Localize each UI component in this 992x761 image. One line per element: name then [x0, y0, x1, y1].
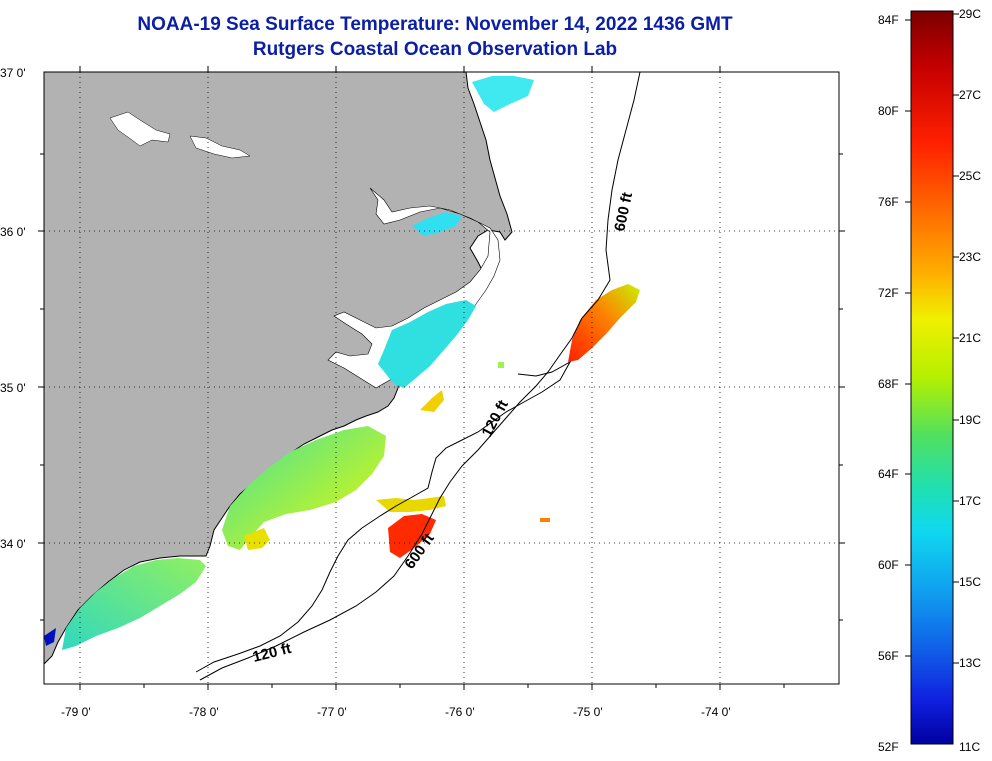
lon-label-78: -78 0'	[189, 705, 219, 719]
graticule	[44, 72, 839, 684]
colorbar-f-72: 72F	[878, 286, 899, 300]
contour-120ft	[195, 360, 572, 673]
pamlico-sound	[327, 187, 501, 389]
sst-patch-yellow-north	[420, 390, 444, 412]
colorbar-f-64: 64F	[878, 467, 899, 481]
colorbar-f-56: 56F	[878, 649, 899, 663]
lon-label-74: -74 0'	[701, 705, 731, 719]
sst-patch-yellow-shelf	[244, 528, 270, 550]
colorbar-c-17: 17C	[959, 494, 981, 508]
sst-patch-capelookout	[388, 514, 436, 558]
sst-dark-blue-edge	[44, 628, 56, 646]
map-ticks	[38, 66, 845, 690]
lat-label-37: 37 0'	[0, 66, 26, 80]
albemarle-sound	[109, 111, 171, 147]
lon-label-77: -77 0'	[317, 705, 347, 719]
inland-water	[189, 135, 251, 159]
colorbar	[910, 10, 954, 745]
sst-patch-sound	[378, 300, 476, 388]
lon-label-79: -79 0'	[61, 705, 91, 719]
colorbar-c-21: 21C	[959, 331, 981, 345]
map-subtitle: Rutgers Coastal Ocean Observation Lab	[252, 39, 618, 60]
sst-patch-north-sound	[412, 212, 462, 236]
lat-label-36: 36 0'	[0, 225, 26, 239]
colorbar-c-29: 29C	[959, 7, 981, 21]
colorbar-f-80: 80F	[878, 104, 899, 118]
map-title: NOAA-19 Sea Surface Temperature: Novembe…	[137, 14, 733, 35]
colorbar-c-15: 15C	[959, 575, 981, 589]
colorbar-c-19: 19C	[959, 413, 981, 427]
colorbar-f-52: 52F	[878, 740, 899, 754]
sst-patch-longbay	[62, 558, 206, 650]
colorbar-c-27: 27C	[959, 88, 981, 102]
lat-label-35: 35 0'	[0, 381, 26, 395]
sst-dot-green	[498, 362, 504, 368]
colorbar-c-25: 25C	[959, 169, 981, 183]
map-frame	[43, 71, 840, 685]
sst-patch-hatteras	[568, 284, 640, 362]
colorbar-f-60: 60F	[878, 558, 899, 572]
colorbar-c-13: 13C	[959, 656, 981, 670]
colorbar-f-68: 68F	[878, 377, 899, 391]
colorbar-c-23: 23C	[959, 250, 981, 264]
sst-dot-small	[540, 518, 550, 522]
colorbar-c-11: 11C	[959, 740, 980, 754]
sst-patch-onslow	[222, 426, 386, 550]
colorbar-f-84: 84F	[878, 13, 899, 27]
lat-label-34: 34 0'	[0, 537, 26, 551]
sst-patch-north	[472, 76, 534, 112]
colorbar-ticks	[905, 13, 959, 664]
contour-600ft	[199, 72, 641, 681]
lon-label-76: -76 0'	[445, 705, 475, 719]
colorbar-f-76: 76F	[878, 195, 899, 209]
lon-label-75: -75 0'	[573, 705, 603, 719]
